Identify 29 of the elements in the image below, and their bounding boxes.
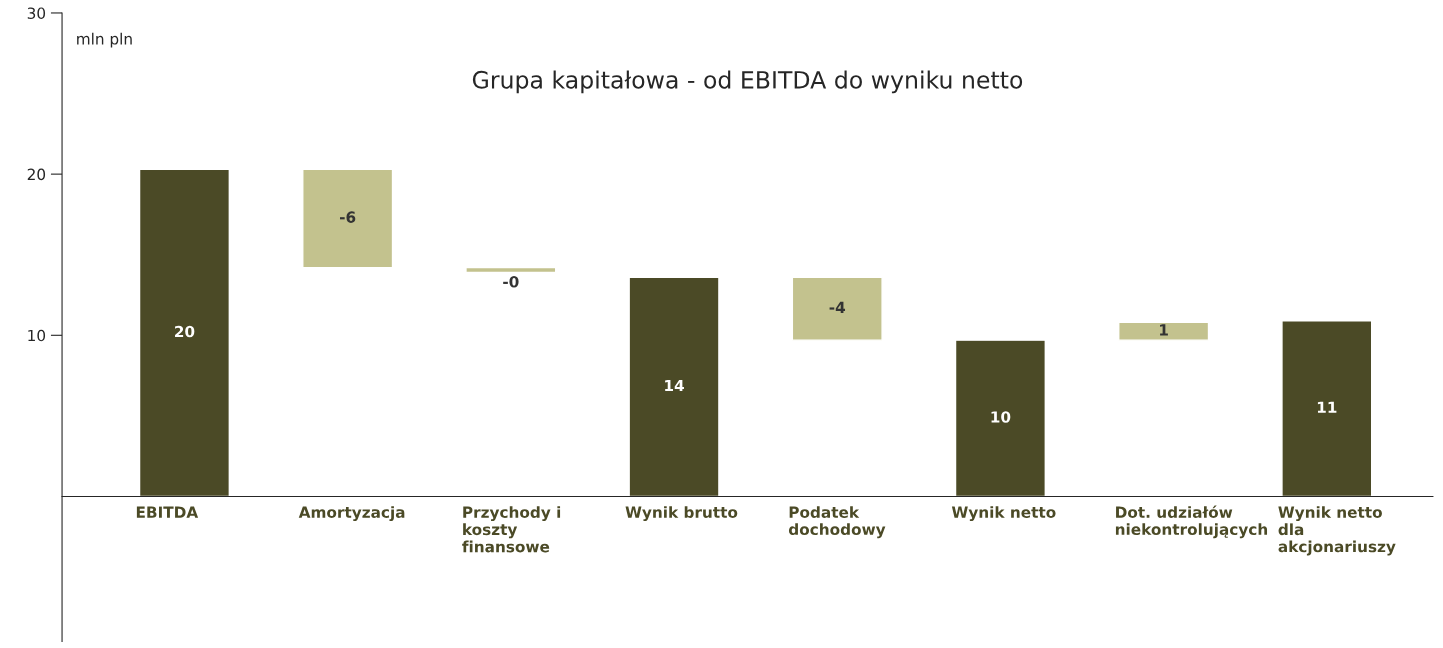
x-tick-label: Amortyzacja — [298, 506, 405, 522]
data-label: -4 — [829, 301, 846, 313]
y-tick-label: 30 — [27, 7, 46, 19]
x-tick-label: Przychody i koszty finansowe — [462, 506, 561, 553]
bar — [1118, 321, 1210, 341]
bar — [1281, 320, 1373, 498]
data-label: -0 — [503, 275, 519, 288]
y-axis-title: mln pln — [77, 32, 132, 48]
x-tick-label: Podatek dochodowy — [788, 506, 886, 539]
bar — [954, 339, 1047, 498]
x-tick-label: EBITDA — [136, 506, 199, 518]
x-tick-label: Wynik brutto — [625, 506, 738, 522]
data-label: 11 — [1317, 401, 1337, 413]
bar — [138, 168, 231, 498]
x-tick-label: Wynik netto — [951, 506, 1056, 522]
bar — [791, 276, 883, 341]
bar — [628, 276, 720, 498]
bar — [465, 266, 557, 274]
x-tick-label: Dot. udziałów niekontrolujących — [1115, 505, 1268, 539]
x-tick-label: Wynik netto dla akcjonariuszy — [1278, 506, 1396, 556]
data-label: -6 — [339, 211, 356, 223]
y-tick-label: 20 — [27, 168, 46, 181]
y-tick-label: 10 — [28, 329, 46, 342]
data-label: 20 — [175, 325, 195, 338]
text: Grupa kapitałowa - od EBITDA do wyniku netto — [472, 70, 1023, 94]
bar — [302, 168, 394, 269]
data-label: 1 — [1160, 324, 1168, 336]
data-label: 14 — [665, 379, 684, 392]
data-label: 10 — [991, 411, 1011, 423]
